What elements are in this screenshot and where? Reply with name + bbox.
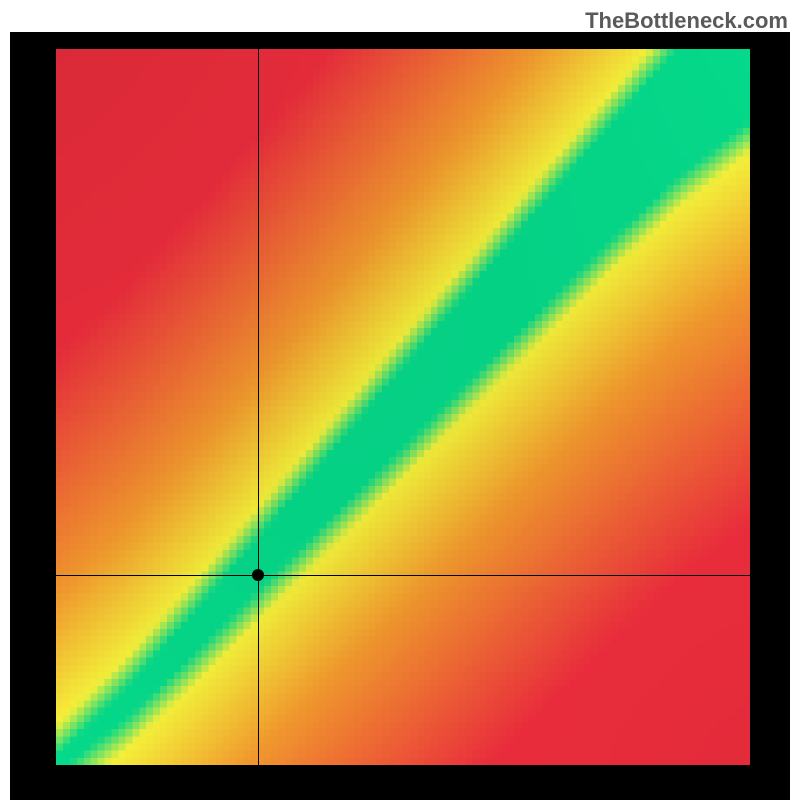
watermark-text: TheBottleneck.com (585, 8, 788, 34)
chart-frame (10, 32, 790, 800)
heatmap-region (56, 49, 750, 765)
crosshair-vertical (258, 49, 259, 765)
crosshair-horizontal (56, 575, 750, 576)
heatmap-canvas (56, 49, 750, 765)
